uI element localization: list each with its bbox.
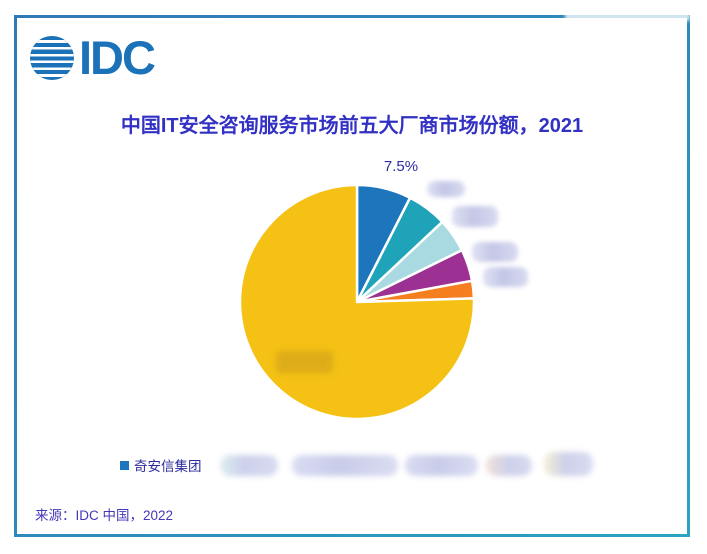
legend-item-censored-6 [544, 452, 593, 476]
legend-item-censored-4 [405, 455, 478, 476]
legend-item-censored-5 [486, 455, 532, 476]
censored-percent-label-others [276, 351, 333, 373]
censored-percent-label-5 [483, 267, 528, 287]
idc-globe-icon [30, 36, 74, 80]
idc-logo-text: IDC [79, 31, 156, 84]
legend-item-censored-3 [292, 455, 398, 476]
legend-item-qianxin: 奇安信集团 [134, 459, 202, 474]
censored-percent-label-4 [472, 242, 518, 262]
source-note: 来源：IDC 中国，2022 [35, 508, 174, 523]
pie-chart [238, 183, 476, 421]
pie-percent-label: 7.5% [383, 158, 419, 175]
legend-marker [120, 461, 129, 470]
censored-percent-label-2 [427, 181, 465, 197]
idc-logo: IDC [30, 31, 156, 84]
chart-title: 中国IT安全咨询服务市场前五大厂商市场份额，2021 [120, 115, 584, 137]
watermark-blur [565, 6, 690, 21]
legend-item-censored-2 [220, 455, 278, 476]
censored-percent-label-3 [452, 206, 498, 227]
